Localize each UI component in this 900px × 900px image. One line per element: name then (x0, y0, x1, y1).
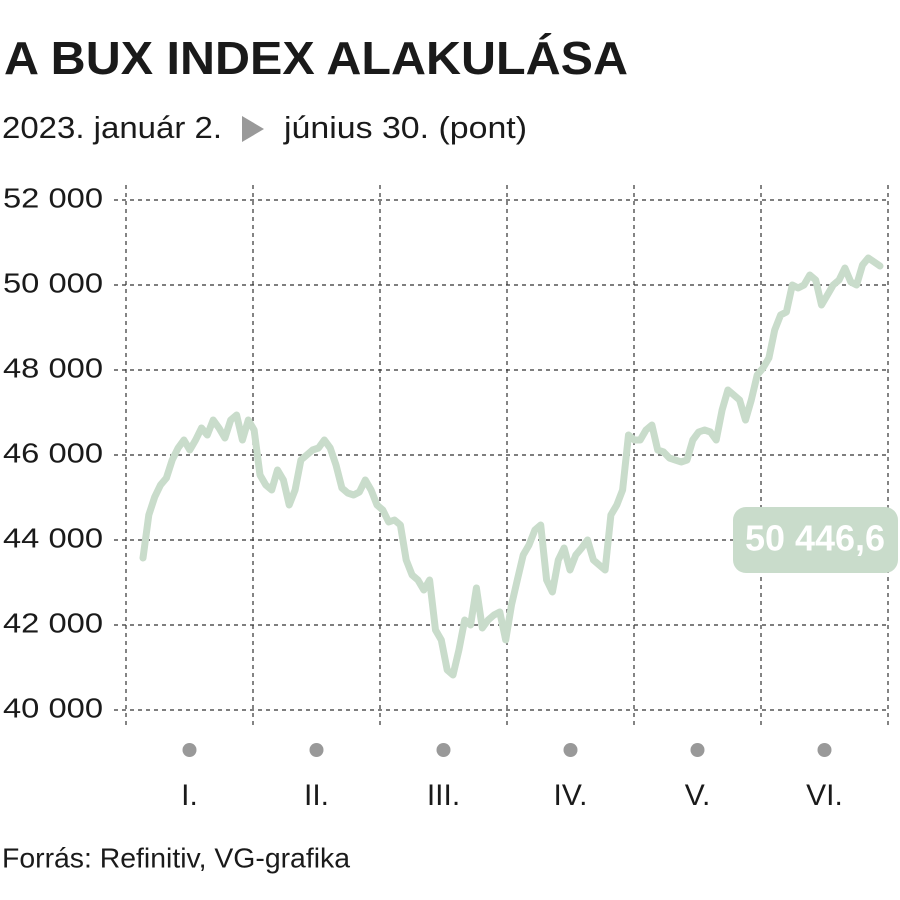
arrow-icon (242, 116, 264, 142)
month-dot (563, 743, 578, 757)
y-tick-label: 44 000 (3, 522, 103, 553)
month-dot (309, 743, 324, 757)
month-dot (182, 743, 197, 757)
x-tick-label: VI. (806, 779, 843, 812)
source: Forrás: Refinitiv, VG-grafika (2, 842, 350, 873)
value-label-box (733, 507, 898, 573)
x-tick-label: V. (685, 779, 711, 812)
y-tick-label: 42 000 (3, 607, 103, 638)
x-tick-label: II. (304, 779, 329, 812)
month-dot (436, 743, 451, 757)
month-dot (690, 743, 705, 757)
subtitle: június 30. (pont) (283, 110, 527, 145)
month-dot (817, 743, 832, 757)
value-label: 50 446,6 (745, 518, 885, 559)
y-tick-label: 52 000 (3, 182, 103, 213)
subtitle: 2023. január 2. (2, 110, 222, 145)
chart-title: A BUX INDEX ALAKULÁSA (4, 32, 628, 84)
line (139, 254, 884, 679)
x-tick-label: IV. (554, 779, 588, 812)
y-tick-label: 46 000 (3, 437, 103, 468)
y-tick-label: 48 000 (3, 352, 103, 383)
y-tick-label: 40 000 (3, 692, 103, 723)
x-tick-label: I. (181, 779, 198, 812)
x-tick-label: III. (427, 779, 460, 812)
y-tick-label: 50 000 (3, 267, 103, 298)
